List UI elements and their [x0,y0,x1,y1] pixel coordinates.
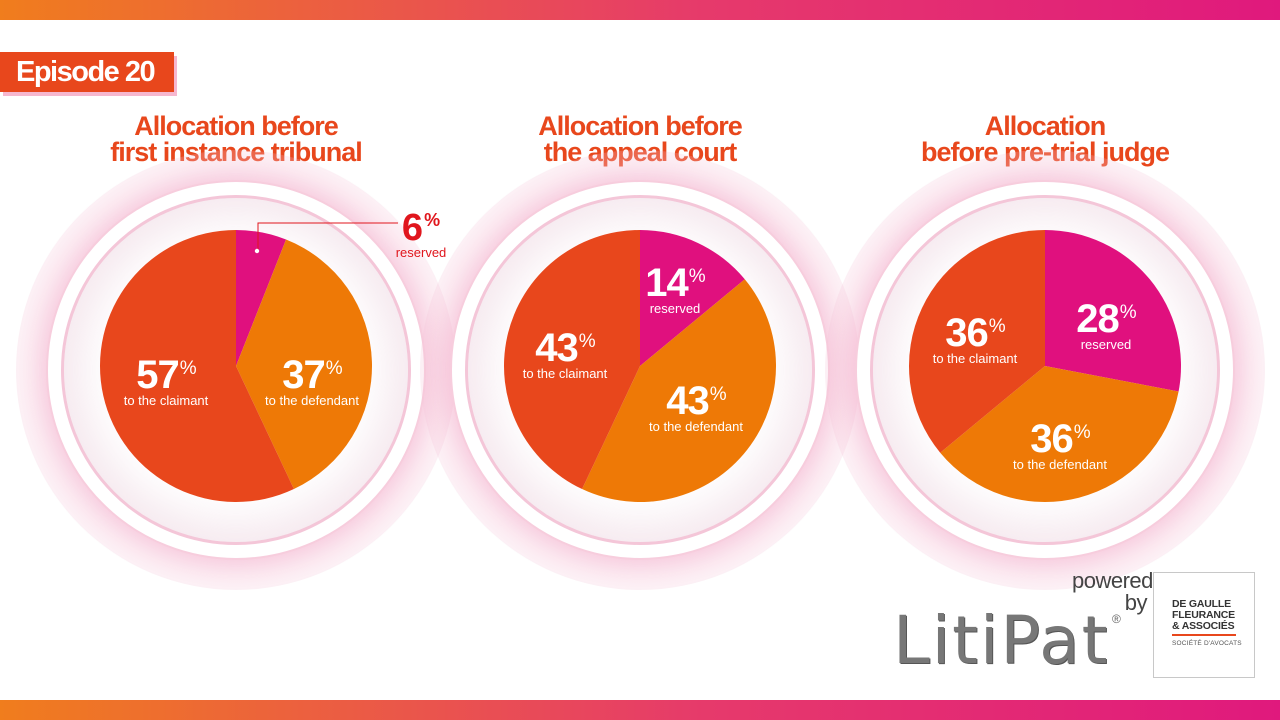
chart-1-slice-claimant [100,230,294,502]
chart-2-claimant-desc: to the claimant [522,366,608,381]
chart-2-reserved-value: 14 [645,261,688,305]
chart-1-claimant-value: 57 [136,353,179,397]
chart-1-slice-reserved [236,230,287,366]
chart-3-reserved-value: 28 [1076,297,1119,341]
chart-3-slice-reserved [1045,230,1181,392]
chart-3-claimant-value: 36 [945,311,988,355]
percent-sign: % [325,358,343,379]
chart-2-slice-defendant [582,279,776,502]
chart-3-reserved-label: 28% reserved [1056,294,1156,352]
percent-sign: % [988,316,1006,337]
chart-2-claimant-value: 43 [535,326,578,370]
percent-sign: % [578,331,596,352]
chart-1-reserved-value: 6 [401,207,424,249]
firm-subtitle: SOCIÉTÉ D'AVOCATS [1172,640,1242,647]
firm-name: DE GAULLE FLEURANCE & ASSOCIÉS [1172,599,1235,632]
percent-sign: % [688,266,706,287]
chart-3-defendant-desc: to the defendant [1013,457,1107,472]
chart-2-defendant-label: 43% to the defendant [636,376,756,434]
percent-sign: % [1073,422,1091,443]
chart-1-callout-line [254,222,398,254]
chart-1-pie [100,230,373,502]
chart-1-defendant-desc: to the defendant [265,393,359,408]
percent-sign: % [1119,302,1137,323]
firm-name-line2: FLEURANCE [1172,609,1235,621]
chart-2-claimant-label: 43% to the claimant [505,323,625,381]
chart-3-pie [909,230,1181,502]
chart-2-defendant-value: 43 [666,379,709,423]
chart-3-claimant-label: 36% to the claimant [915,308,1035,366]
powered-word: powered [1072,568,1153,593]
powered-by-text: powered by [1072,568,1153,615]
chart-1-claimant-label: 57% to the claimant [106,350,226,408]
percent-sign: % [179,358,197,379]
chart-2-slice-claimant [503,230,640,490]
percent-sign: % [709,384,727,405]
chart-1-slice-defendant [236,239,373,490]
bottom-gradient-bar [0,700,1280,720]
litipat-logo: LitiPat [893,602,1110,679]
percent-sign: % [424,210,441,230]
firm-name-line1: DE GAULLE [1172,598,1231,610]
top-gradient-bar [0,0,1280,20]
chart-title-3-line1: Allocation [984,111,1107,141]
chart-title-1-line1: Allocation before [134,111,339,141]
registered-mark: ® [1112,612,1121,626]
chart-1-defendant-value: 37 [282,353,325,397]
chart-1-reserved-desc: reserved [395,245,447,260]
chart-2-reserved-desc: reserved [649,301,701,316]
firm-underline [1172,634,1236,636]
chart-3-defendant-value: 36 [1030,417,1073,461]
chart-1-reserved-callout: 6% reserved [386,202,456,260]
chart-title-2-line1: Allocation before [538,111,743,141]
chart-2-slice-reserved [640,230,745,366]
chart-3-slice-claimant [909,230,1045,453]
chart-1-claimant-desc: to the claimant [123,393,209,408]
by-word: by [1124,590,1148,615]
firm-name-line3: & ASSOCIÉS [1172,620,1235,632]
chart-3-slice-defendant [940,366,1179,502]
chart-3-claimant-desc: to the claimant [932,351,1018,366]
chart-2-defendant-desc: to the defendant [649,419,743,434]
chart-3-reserved-desc: reserved [1080,337,1132,352]
chart-3-defendant-label: 36% to the defendant [1000,414,1120,472]
episode-badge: Episode 20 [0,52,174,92]
chart-1-defendant-label: 37% to the defendant [252,350,372,408]
degaulle-fleurance-logo: DE GAULLE FLEURANCE & ASSOCIÉS SOCIÉTÉ D… [1153,572,1255,678]
chart-2-reserved-label: 14% reserved [630,258,720,316]
chart-2-pie [503,230,776,502]
